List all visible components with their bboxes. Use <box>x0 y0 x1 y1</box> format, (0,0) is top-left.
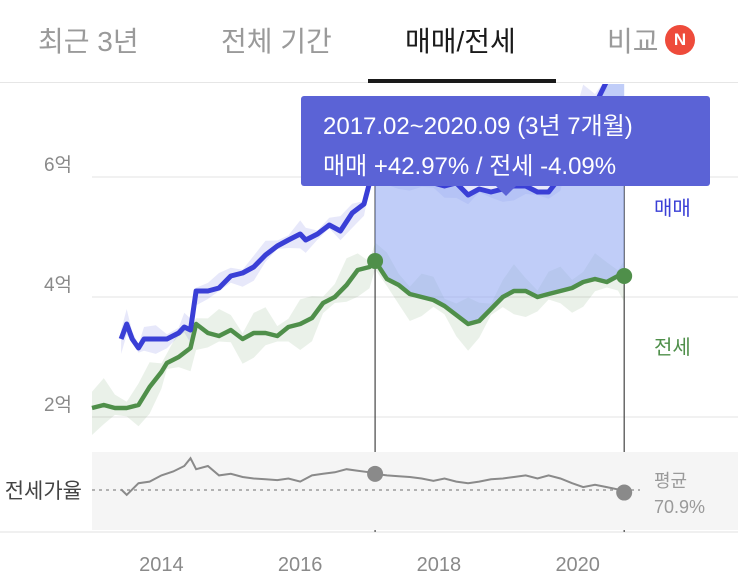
jeonse-line <box>91 258 625 411</box>
period-tab-bar: 최근 3년 전체 기간 매매/전세 비교 N <box>0 0 738 83</box>
tab-compare[interactable]: 비교 <box>607 26 659 57</box>
sale-line <box>118 84 609 351</box>
x-tick-label: 2020 <box>555 554 600 576</box>
tab-sale-jeonse[interactable]: 매매/전세 <box>405 26 516 57</box>
new-badge: N <box>665 25 695 55</box>
jeonse-series-label: 전세 <box>654 336 691 359</box>
x-tick-label: 2016 <box>278 554 323 576</box>
jeonse-start-marker[interactable] <box>367 253 384 269</box>
tooltip-change: 매매 +42.97% / 전세 -4.09% <box>323 153 617 180</box>
tooltip-arrow <box>495 185 517 196</box>
jeonse-range-band <box>92 242 625 435</box>
selection-tooltip: 2017.02~2020.09 (3년 7개월) 매매 +42.97% / 전세… <box>301 96 710 196</box>
ratio-end-marker[interactable] <box>616 484 633 501</box>
y-tick-label: 4억 <box>44 274 72 296</box>
sale-series-label: 매매 <box>654 197 691 220</box>
selection-fill <box>375 84 625 324</box>
jeonse-end-marker[interactable] <box>616 268 633 284</box>
ratio-axis-label: 전세가율 <box>5 480 82 503</box>
sale-range-band <box>121 84 608 354</box>
ratio-average-value: 70.9% <box>654 497 705 517</box>
tooltip-period: 2017.02~2020.09 (3년 7개월) <box>323 113 633 140</box>
active-tab-underline <box>368 79 556 83</box>
ratio-panel <box>92 452 738 530</box>
y-tick-label: 2억 <box>44 394 72 416</box>
ratio-start-marker[interactable] <box>367 465 384 482</box>
ratio-panel-bg <box>92 452 738 530</box>
selection-area <box>92 84 625 435</box>
tab-all-periods[interactable]: 전체 기간 <box>221 26 332 57</box>
x-tick-label: 2014 <box>139 554 184 576</box>
tab-recent-3-years[interactable]: 최근 3년 <box>38 26 139 57</box>
x-tick-label: 2018 <box>417 554 462 576</box>
y-tick-label: 6억 <box>44 154 72 176</box>
ratio-average-label: 평균 <box>654 471 687 491</box>
